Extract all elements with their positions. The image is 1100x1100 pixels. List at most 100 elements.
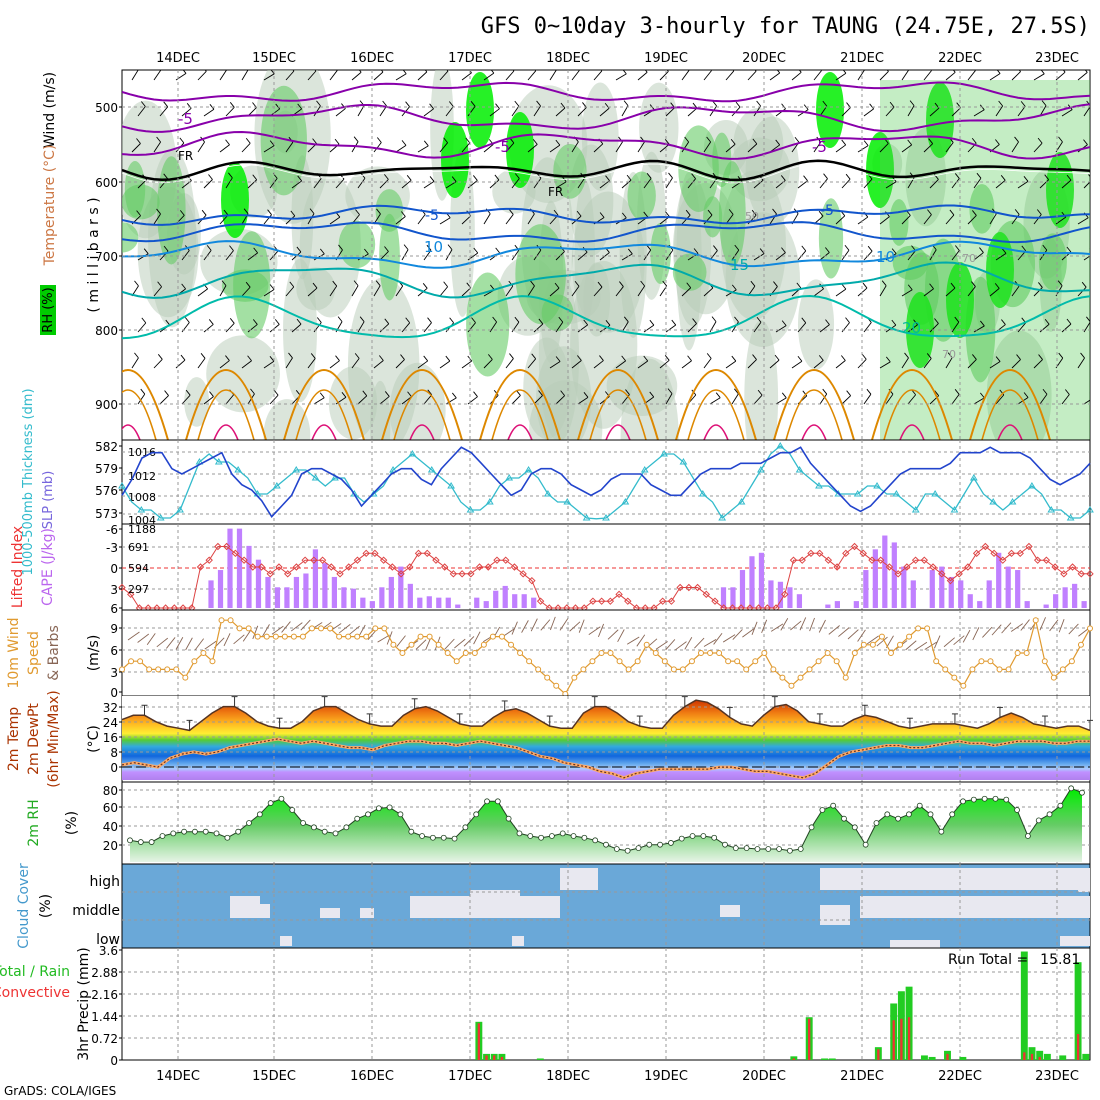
slp-series bbox=[121, 446, 1091, 519]
wind-barb-flag bbox=[429, 176, 435, 182]
cape-bar bbox=[303, 573, 309, 608]
wind10-barb bbox=[300, 619, 311, 631]
wind-barb bbox=[819, 393, 828, 405]
top-date-label: 18DEC bbox=[546, 51, 590, 66]
wind-barb-flag bbox=[909, 100, 915, 106]
cape-bar bbox=[426, 596, 432, 608]
wind-barb-flag bbox=[781, 103, 786, 110]
cape-bar bbox=[929, 570, 935, 608]
tick-label: 579 bbox=[95, 462, 118, 476]
wind10-panel: 9 6 3 0 10m Wind Speed & Barbs (m/s) bbox=[6, 609, 1093, 700]
rh-point bbox=[1079, 789, 1085, 796]
data-point bbox=[789, 556, 798, 564]
wind-barb-flag bbox=[1014, 136, 1019, 143]
data-point bbox=[911, 556, 920, 564]
wind10-barb bbox=[511, 621, 518, 635]
wind-barb bbox=[989, 361, 1001, 369]
isotherm bbox=[122, 294, 1090, 340]
wind-barb bbox=[665, 249, 674, 261]
data-point bbox=[118, 482, 126, 489]
rh-point bbox=[830, 802, 837, 809]
data-point bbox=[842, 674, 849, 681]
wind-barb-flag bbox=[1023, 176, 1029, 182]
wind-barb bbox=[775, 397, 787, 405]
isotherm-warm bbox=[295, 389, 353, 440]
wind-barb bbox=[593, 70, 603, 81]
top-date-label: 15DEC bbox=[252, 51, 296, 66]
rh-blob bbox=[986, 330, 1052, 440]
data-point bbox=[938, 570, 946, 578]
wind10-barb bbox=[271, 625, 284, 635]
cape-bar bbox=[739, 570, 746, 608]
data-point bbox=[1086, 570, 1094, 578]
rh-point bbox=[1046, 811, 1053, 818]
wind-barb bbox=[329, 70, 338, 81]
wind-barb-flag bbox=[845, 173, 851, 180]
wind-barb-flag bbox=[165, 319, 171, 326]
isotherms bbox=[122, 81, 1090, 440]
rh2m-series bbox=[127, 785, 1085, 862]
wind-barb bbox=[137, 393, 146, 405]
wind-barb-flag bbox=[605, 175, 610, 181]
wind10-barb bbox=[127, 631, 140, 641]
wind-barb bbox=[791, 71, 802, 81]
wind-barb bbox=[241, 360, 252, 369]
wind-barb-flag bbox=[730, 138, 736, 145]
data-point bbox=[408, 641, 415, 648]
data-point bbox=[580, 666, 587, 673]
wind10-barb bbox=[281, 621, 291, 633]
wind10-barb bbox=[1020, 619, 1030, 631]
wind-barb bbox=[857, 216, 869, 225]
wind-barb bbox=[203, 179, 213, 189]
wind-barb bbox=[313, 397, 325, 405]
wind-barb-flag bbox=[711, 316, 717, 322]
wind-barb-flag bbox=[289, 281, 295, 288]
data-point bbox=[327, 625, 334, 632]
data-point bbox=[388, 563, 397, 571]
wind-barb bbox=[747, 143, 758, 153]
rh-point bbox=[808, 824, 815, 831]
wind-barb-flag bbox=[449, 317, 454, 324]
pressure-axis: 500 600 700 800 900 bbox=[95, 101, 122, 412]
wind-barb-flag bbox=[583, 319, 589, 326]
wind-barb bbox=[483, 359, 493, 369]
tick-label: 900 bbox=[95, 398, 118, 412]
data-point bbox=[544, 674, 551, 681]
wind-barb-flag bbox=[929, 283, 934, 290]
rh-blob-green bbox=[466, 272, 510, 377]
rh-point bbox=[192, 828, 198, 835]
wind-barb-flag bbox=[316, 317, 322, 323]
wind-barb-flag bbox=[384, 246, 389, 252]
data-point bbox=[502, 556, 510, 564]
wind-barb bbox=[637, 141, 645, 153]
data-point bbox=[969, 666, 976, 673]
wind-barb bbox=[907, 250, 916, 261]
wind-barb bbox=[417, 360, 428, 369]
wind-barb-flag bbox=[692, 102, 698, 109]
precip-convective-bar bbox=[877, 1049, 880, 1060]
wind-barb-flag bbox=[1081, 281, 1087, 288]
cloud-block bbox=[520, 896, 560, 918]
wind-barb bbox=[945, 287, 956, 297]
wind-barb-flag bbox=[560, 390, 565, 396]
wind10-barb bbox=[780, 618, 789, 631]
wind-barb bbox=[395, 359, 405, 369]
data-point bbox=[354, 633, 361, 640]
wind-barb-flag bbox=[1089, 392, 1090, 394]
wind-barb bbox=[527, 70, 537, 81]
wind-barb bbox=[401, 179, 412, 189]
cape-bar bbox=[360, 597, 366, 608]
tick-label: 32 bbox=[103, 701, 118, 715]
wind-barb-flag bbox=[223, 209, 229, 216]
rh-point bbox=[440, 834, 447, 841]
data-point bbox=[625, 666, 632, 673]
rh-point bbox=[819, 807, 826, 813]
wind-barb-flag bbox=[1020, 101, 1026, 107]
data-point bbox=[607, 650, 614, 656]
wind-barb bbox=[1011, 71, 1021, 81]
wind-barb bbox=[131, 143, 141, 153]
wind-barb-flag bbox=[143, 248, 149, 254]
bottom-date-label: 14DEC bbox=[156, 1069, 200, 1084]
wind-barb bbox=[241, 70, 249, 81]
wind-barb-flag bbox=[163, 101, 169, 108]
